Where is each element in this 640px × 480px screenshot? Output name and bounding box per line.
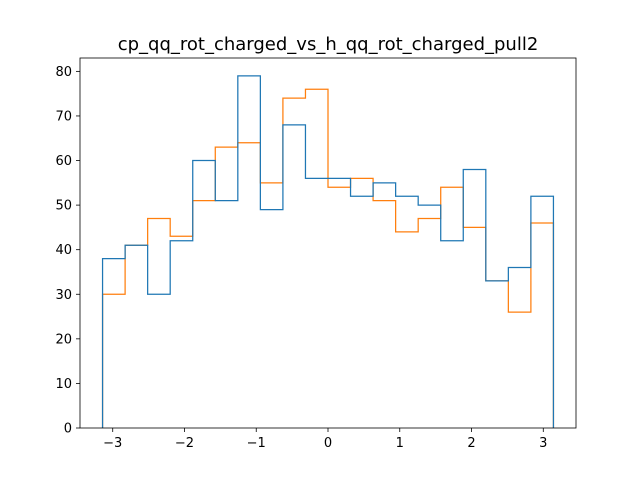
y-tick-label: 60 <box>55 154 72 169</box>
x-tick-label: −2 <box>175 436 194 451</box>
x-tick-label: −3 <box>103 436 122 451</box>
y-tick-label: 80 <box>55 65 72 80</box>
x-tick-label: 3 <box>539 436 547 451</box>
y-tick-label: 40 <box>55 243 72 258</box>
y-tick-label: 70 <box>55 109 72 124</box>
y-tick-label: 0 <box>64 422 72 437</box>
y-tick-label: 50 <box>55 199 72 214</box>
series-layer <box>101 75 555 428</box>
x-tick-label: 1 <box>396 436 404 451</box>
y-tick-label: 20 <box>55 332 72 347</box>
x-tick-label: −1 <box>247 436 266 451</box>
series-1-step-line <box>101 75 555 428</box>
y-tick-label: 10 <box>55 377 72 392</box>
y-tick-label: 30 <box>55 288 72 303</box>
chart-title: cp_qq_rot_charged_vs_h_qq_rot_charged_pu… <box>118 34 539 55</box>
x-tick-label: 2 <box>467 436 475 451</box>
x-tick-label: 0 <box>324 436 332 451</box>
